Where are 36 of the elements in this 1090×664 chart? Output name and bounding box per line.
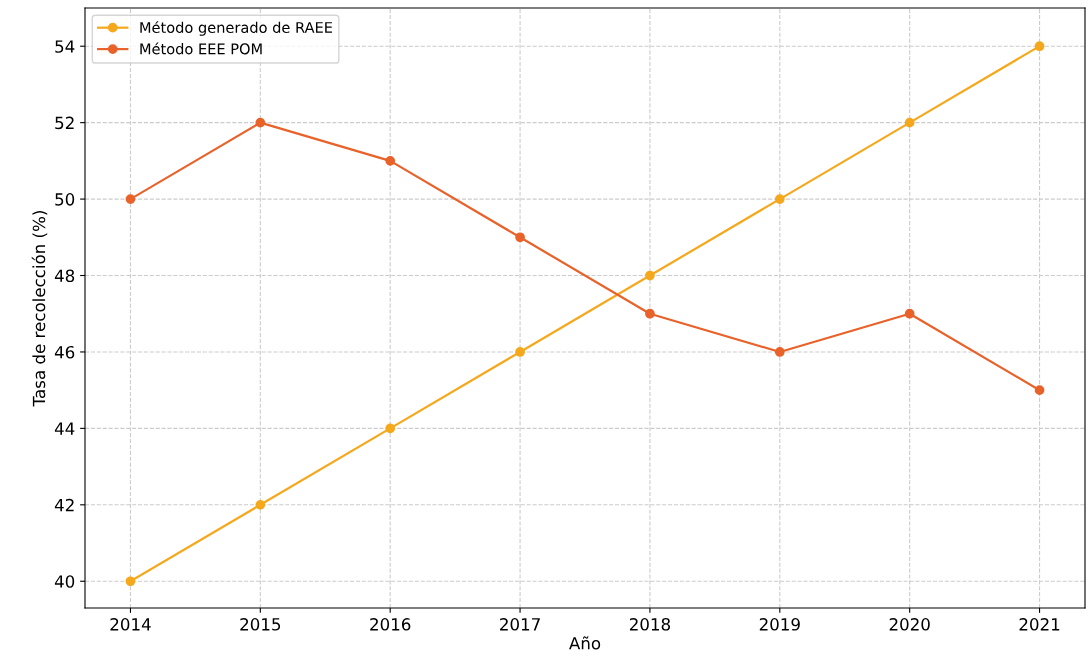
point [255,499,266,510]
point [255,117,266,128]
point [125,576,136,587]
x-tick-label: 2015 [240,618,281,631]
y-axis-title: Tasa de recolección (%) [31,211,48,407]
y-tick-label: 50 [55,193,75,206]
legend-label: Método EEE POM [140,42,262,55]
x-tick-label: 2014 [110,618,151,631]
y-tick-label: 42 [54,498,74,512]
x-tick-label: 2017 [500,618,540,631]
point [904,117,915,128]
x-tick-label: 2021 [1019,618,1060,631]
point [515,232,525,243]
point [645,308,655,319]
point [645,270,655,281]
point [1034,385,1045,396]
point [1034,41,1045,52]
y-tick-label: 48 [54,269,75,283]
x-tick-label: 2018 [629,618,670,631]
x-axis-title: Año [569,636,601,650]
x-tick-label: 2016 [370,618,411,631]
legend-label: Método generado de RAEE [140,21,333,36]
y-tick-label: 40 [54,575,75,588]
point [125,194,136,204]
point [515,347,525,357]
y-tick-label: 44 [54,422,75,435]
x-tick-label: 2019 [759,618,800,631]
point [774,194,785,204]
y-tick-label: 46 [54,345,75,359]
point [385,156,396,166]
point [904,308,915,319]
point [385,423,396,434]
y-tick-label: 52 [55,116,74,130]
point [774,347,785,357]
y-tick-label: 54 [55,40,75,53]
x-tick-label: 2020 [889,618,930,631]
